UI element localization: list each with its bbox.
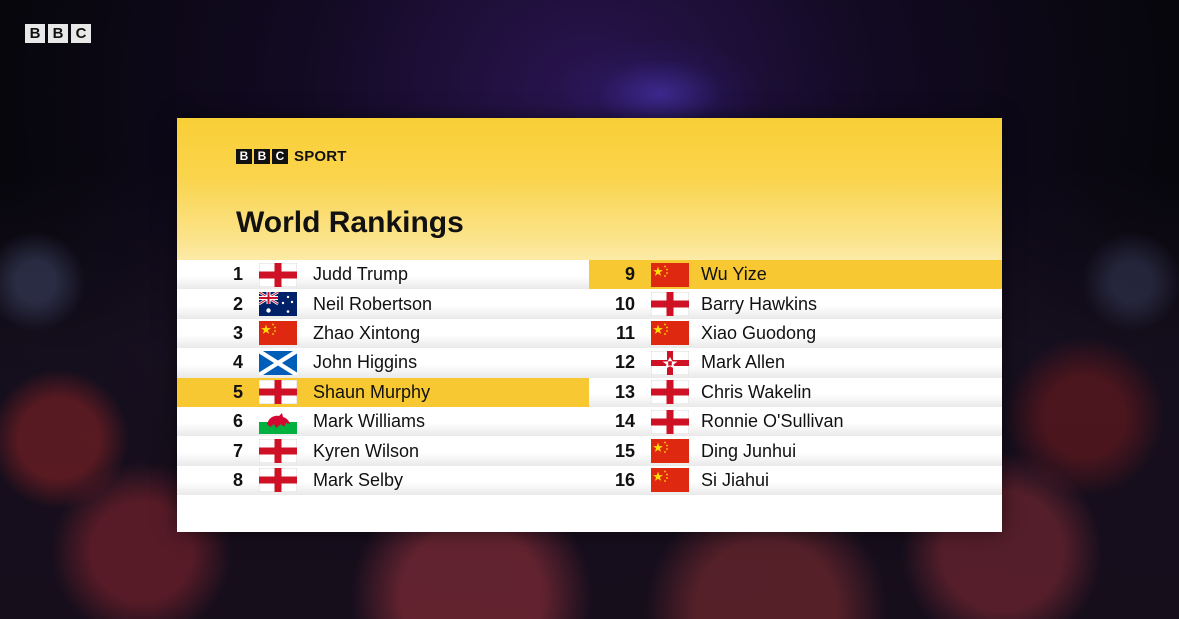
- player-name: Shaun Murphy: [313, 381, 431, 402]
- player-name: Xiao Guodong: [701, 322, 817, 343]
- logo-letter: B: [48, 24, 68, 43]
- logo-letter: C: [272, 149, 288, 164]
- logo-letter: C: [71, 24, 91, 43]
- england-flag-icon: [259, 262, 297, 287]
- player-name: Ding Junhui: [701, 440, 797, 461]
- player-name: Neil Robertson: [313, 293, 433, 314]
- rankings-column-right: 9 Wu Yize 10 Barry Hawkins 11 Xiao Guodong 12 M…: [589, 260, 1002, 496]
- ranking-row: 9 Wu Yize: [589, 260, 1002, 290]
- rank-number: 3: [232, 322, 243, 343]
- ranking-row: 13 Chris Wakelin: [589, 377, 1002, 407]
- rank-number: 9: [624, 264, 635, 285]
- rank-number: 4: [232, 352, 243, 373]
- logo-letter: B: [236, 149, 252, 164]
- player-name: Mark Selby: [313, 469, 404, 490]
- china-flag-icon: [259, 321, 297, 346]
- bbc-corner-logo: B B C: [25, 24, 91, 43]
- stage-light: [560, 40, 760, 130]
- ranking-row: 1 Judd Trump: [177, 260, 590, 290]
- england-flag-icon: [651, 409, 689, 434]
- panel-title: World Rankings: [236, 206, 464, 239]
- player-name: Judd Trump: [313, 264, 409, 285]
- rankings-column-left: 1 Judd Trump 2 Neil Robertson 3 Zhao Xintong 4…: [177, 260, 590, 496]
- player-name: Mark Williams: [313, 411, 425, 432]
- ranking-row: 11 Xiao Guodong: [589, 318, 1002, 349]
- england-flag-icon: [259, 380, 297, 405]
- ranking-row: 12 Mark Allen: [589, 348, 1002, 378]
- player-name: John Higgins: [313, 352, 418, 373]
- player-name: Ronnie O'Sullivan: [701, 411, 844, 432]
- rank-number: 2: [232, 293, 243, 314]
- china-flag-icon: [651, 439, 689, 464]
- rank-number: 6: [232, 411, 243, 432]
- rank-number: 10: [614, 293, 635, 314]
- england-flag-icon: [259, 468, 297, 493]
- rankings-panel: B B C SPORT World Rankings 1 Judd Trump 2 N…: [177, 118, 1002, 532]
- player-name: Si Jiahui: [701, 469, 770, 490]
- player-name: Zhao Xintong: [313, 322, 421, 343]
- rank-number: 15: [614, 440, 635, 461]
- rank-number: 11: [615, 322, 635, 343]
- rank-number: 7: [232, 440, 243, 461]
- player-name: Barry Hawkins: [701, 293, 818, 314]
- china-flag-icon: [651, 262, 689, 287]
- player-name: Kyren Wilson: [313, 440, 420, 461]
- rank-number: 13: [614, 381, 635, 402]
- wales-flag-icon: [259, 409, 297, 434]
- player-name: Wu Yize: [701, 264, 767, 285]
- rank-number: 1: [232, 264, 243, 285]
- rank-number: 16: [614, 469, 635, 490]
- china-flag-icon: [651, 468, 689, 493]
- rank-number: 14: [614, 411, 635, 432]
- player-name: Chris Wakelin: [701, 381, 812, 402]
- ranking-row: 4 John Higgins: [177, 348, 590, 378]
- rank-number: 8: [232, 469, 243, 490]
- ranking-row: 16 Si Jiahui: [589, 465, 1002, 496]
- logo-letter: B: [25, 24, 45, 43]
- rank-number: 12: [614, 352, 635, 373]
- ranking-row: 10 Barry Hawkins: [589, 289, 1002, 319]
- china-flag-icon: [651, 321, 689, 346]
- england-flag-icon: [651, 292, 689, 317]
- australia-flag-icon: [259, 292, 297, 317]
- england-flag-icon: [651, 380, 689, 405]
- ranking-row: 15 Ding Junhui: [589, 436, 1002, 466]
- ranking-row: 8 Mark Selby: [177, 465, 590, 496]
- scotland-flag-icon: [259, 350, 297, 375]
- ranking-row: 2 Neil Robertson: [177, 289, 590, 319]
- ranking-row: 5 Shaun Murphy: [177, 377, 590, 407]
- logo-letter: B: [254, 149, 270, 164]
- ranking-row: 3 Zhao Xintong: [177, 318, 590, 349]
- bbc-sport-logo: B B C SPORT: [236, 148, 347, 165]
- rank-number: 5: [232, 381, 243, 402]
- player-name: Mark Allen: [701, 352, 786, 373]
- ranking-row: 6 Mark Williams: [177, 406, 590, 437]
- ranking-row: 14 Ronnie O'Sullivan: [589, 406, 1002, 437]
- logo-word: SPORT: [294, 148, 347, 165]
- northern-ireland-flag-icon: [651, 350, 689, 375]
- ranking-row: 7 Kyren Wilson: [177, 436, 590, 466]
- england-flag-icon: [259, 439, 297, 464]
